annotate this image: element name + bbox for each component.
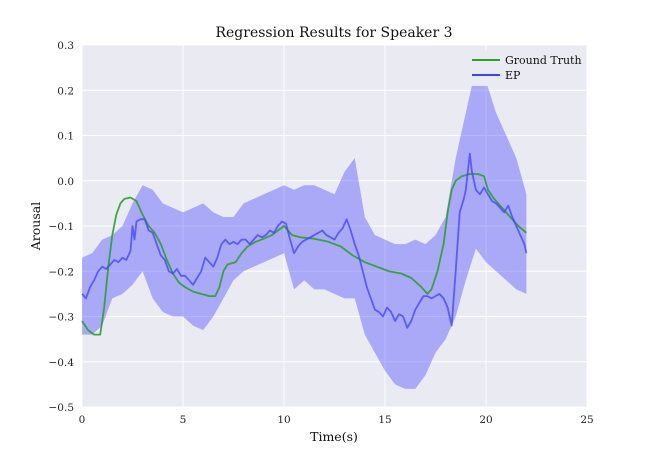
x-tick-label: 0 — [79, 414, 86, 426]
y-tick-label: 0.2 — [57, 85, 74, 97]
legend-box — [467, 50, 580, 86]
ground-truth-line — [81, 173, 527, 336]
y-tick-labels: −0.5 −0.4 −0.3 −0.2 −0.1 0.0 0.1 0.2 0.3 — [49, 40, 75, 414]
legend-label-ep: EP — [505, 69, 521, 82]
x-tick-label: 5 — [180, 414, 187, 426]
x-tick-label: 25 — [580, 414, 593, 426]
x-tick-label: 15 — [378, 414, 391, 426]
legend: Ground Truth EP — [467, 50, 582, 86]
y-tick-label: −0.3 — [49, 312, 75, 324]
y-tick-label: 0.0 — [57, 176, 74, 188]
grid-lines — [81, 44, 588, 408]
y-tick-label: −0.2 — [49, 266, 75, 278]
x-axis-label: Time(s) — [310, 429, 358, 444]
y-tick-label: −0.1 — [49, 221, 75, 233]
y-tick-label: −0.5 — [49, 402, 75, 414]
x-tick-labels: 0 5 10 15 20 25 — [79, 414, 594, 426]
legend-label-ground-truth: Ground Truth — [505, 54, 582, 67]
y-tick-label: 0.1 — [57, 131, 74, 143]
y-tick-label: 0.3 — [57, 40, 74, 52]
ep-line — [81, 152, 528, 329]
series-lines — [81, 152, 528, 336]
y-axis-label: Arousal — [28, 202, 43, 251]
chart-title: Regression Results for Speaker 3 — [215, 25, 452, 41]
x-tick-label: 10 — [277, 414, 290, 426]
x-tick-label: 20 — [479, 414, 492, 426]
y-tick-label: −0.4 — [49, 357, 75, 369]
